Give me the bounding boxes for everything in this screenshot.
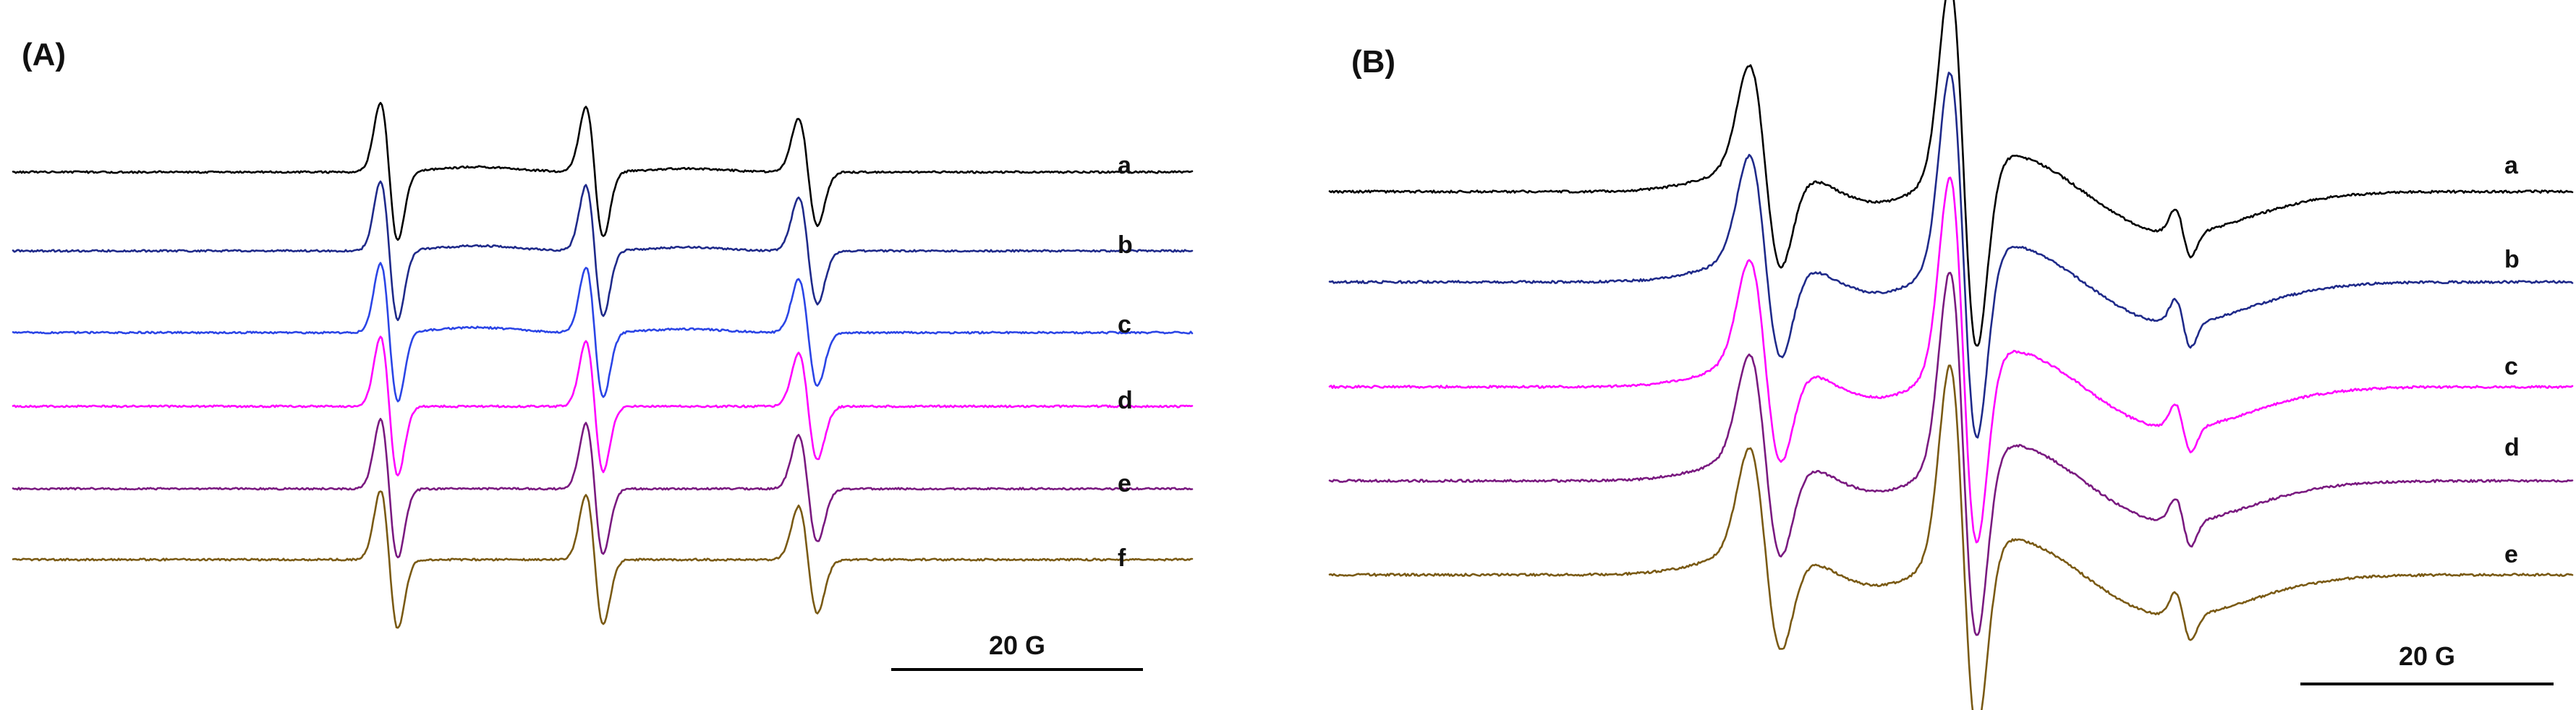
- panel-b-trace-label-c: c: [2504, 353, 2518, 380]
- panel-b-trace-label-a: a: [2504, 152, 2519, 179]
- panel-a-trace-label-d: d: [1118, 387, 1133, 414]
- panel-b-trace-a: [1328, 0, 2574, 347]
- panel-a-trace-f: [12, 490, 1194, 629]
- panel-b-trace-label-d: d: [2504, 434, 2520, 461]
- panel-a-trace-b: [12, 180, 1194, 322]
- panel-a-trace-c: [12, 262, 1194, 403]
- panel-b-trace-b: [1328, 72, 2574, 439]
- panel-a-trace-label-f: f: [1118, 544, 1126, 572]
- panel-a: (A) a b c d e f 20 G: [12, 37, 1194, 671]
- panel-a-scale-label: 20 G: [989, 630, 1045, 660]
- panel-a-trace-label-c: c: [1118, 311, 1131, 338]
- panel-b-traces: [1328, 0, 2574, 710]
- panel-b-trace-labels: a b c d e: [2504, 152, 2520, 568]
- panel-a-trace-label-b: b: [1118, 231, 1133, 259]
- panel-b-scale-label: 20 G: [2399, 641, 2455, 671]
- panel-a-traces: [12, 101, 1194, 629]
- panel-b-trace-label-b: b: [2504, 246, 2520, 273]
- panel-b-trace-c: [1328, 176, 2574, 544]
- panel-a-trace-d: [12, 335, 1194, 476]
- panel-b-trace-e: [1328, 364, 2574, 710]
- panel-a-trace-e: [12, 418, 1194, 559]
- panel-b-label: (B): [1351, 44, 1395, 80]
- panel-b-trace-label-e: e: [2504, 541, 2518, 568]
- panel-a-trace-label-e: e: [1118, 470, 1131, 497]
- panel-a-trace-label-a: a: [1118, 152, 1132, 179]
- panel-a-trace-labels: a b c d e f: [1118, 152, 1133, 572]
- panel-a-label: (A): [22, 37, 66, 72]
- panel-a-trace-a: [12, 101, 1194, 241]
- panel-b-trace-d: [1328, 271, 2574, 636]
- panel-b: (B) a b c d e 20 G: [1328, 0, 2574, 710]
